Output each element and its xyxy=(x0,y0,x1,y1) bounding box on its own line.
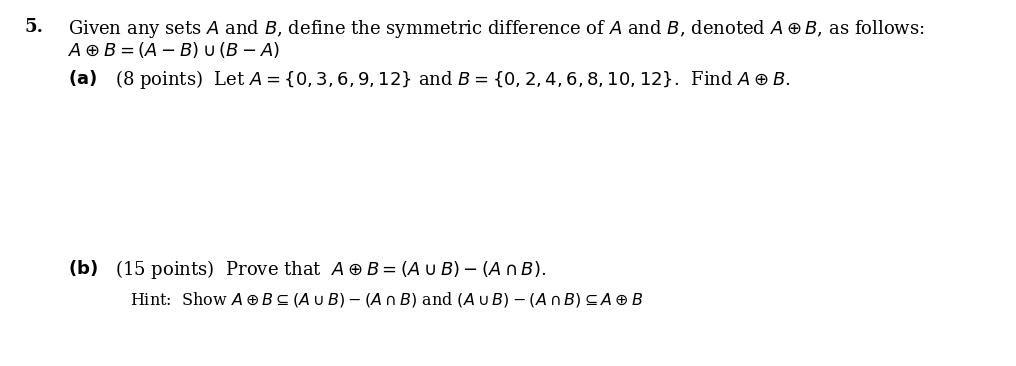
Text: $\mathbf{(a)}$: $\mathbf{(a)}$ xyxy=(68,68,98,88)
Text: Hint:  Show $A \oplus B \subseteq (A \cup B) - (A \cap B)$ and $(A \cup B) - (A : Hint: Show $A \oplus B \subseteq (A \cup… xyxy=(130,290,643,309)
Text: (15 points)  Prove that  $A \oplus B = (A \cup B) - (A \cap B)$.: (15 points) Prove that $A \oplus B = (A … xyxy=(115,258,547,281)
Text: $A \oplus B = (A - B) \cup (B - A)$: $A \oplus B = (A - B) \cup (B - A)$ xyxy=(68,40,280,60)
Text: 5.: 5. xyxy=(25,18,44,36)
Text: Given any sets $A$ and $B$, define the symmetric difference of $A$ and $B$, deno: Given any sets $A$ and $B$, define the s… xyxy=(68,18,925,40)
Text: (8 points)  Let $A = \{0, 3, 6, 9, 12\}$ and $B = \{0, 2, 4, 6, 8, 10, 12\}$.  F: (8 points) Let $A = \{0, 3, 6, 9, 12\}$ … xyxy=(115,68,790,91)
Text: $\mathbf{(b)}$: $\mathbf{(b)}$ xyxy=(68,258,98,278)
